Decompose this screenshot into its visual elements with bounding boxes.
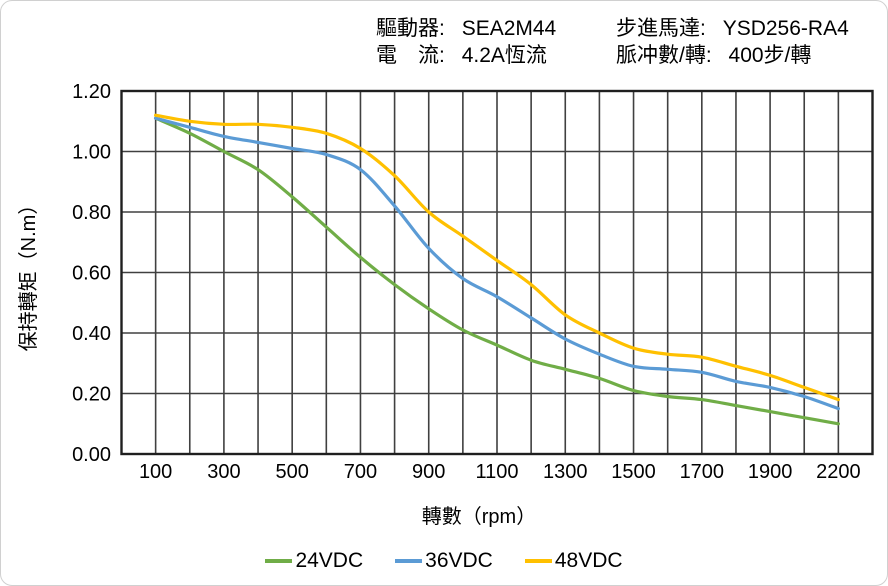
- legend-swatch-36vdc: [395, 559, 423, 563]
- x-tick-label: 300: [207, 461, 240, 483]
- x-tick-label: 1300: [543, 461, 588, 483]
- x-axis-title: 轉數（rpm）: [422, 505, 536, 528]
- x-tick-label: 100: [139, 461, 172, 483]
- x-axis-tick-labels: 100 300 500 700 900 1100 1300 1500 1700 1900 2200: [139, 461, 861, 483]
- legend-swatch-24vdc: [265, 559, 293, 563]
- y-tick-label: 0.00: [72, 444, 111, 466]
- header-current-value: 4.2A恆流: [461, 44, 547, 67]
- legend-label-48vdc: 48VDC: [554, 549, 623, 572]
- x-tick-label: 2200: [816, 461, 861, 483]
- header-motor-value: YSD256-RA4: [722, 17, 849, 40]
- x-tick-label: 500: [275, 461, 308, 483]
- y-axis-tick-labels: 1.20 1.00 0.80 0.60 0.40 0.20 0.00: [72, 81, 111, 466]
- x-tick-label: 1900: [748, 461, 793, 483]
- header-pulses-label: 脈冲數/轉:: [616, 44, 712, 67]
- y-tick-label: 0.40: [72, 323, 111, 345]
- legend-item-36vdc: 36VDC: [395, 549, 493, 573]
- gridlines: [120, 90, 874, 455]
- header-driver: 驅動器: SEA2M44: [376, 17, 556, 41]
- y-tick-label: 1.20: [72, 81, 111, 103]
- header-current: 電 流: 4.2A恆流: [376, 44, 547, 68]
- header-pulses-value: 400步/轉: [728, 44, 812, 67]
- x-tick-label: 900: [412, 461, 445, 483]
- header-current-label: 電 流:: [376, 44, 445, 67]
- x-tick-label: 1700: [680, 461, 725, 483]
- header-motor-label: 步進馬達:: [616, 17, 706, 40]
- legend-item-24vdc: 24VDC: [265, 549, 363, 573]
- series-line-48vdc: [154, 113, 840, 402]
- y-axis-title: 保持轉矩（N.m）: [17, 195, 40, 352]
- legend-swatch-48vdc: [524, 559, 552, 563]
- x-tick-label: 1100: [475, 461, 518, 483]
- legend-label-24vdc: 24VDC: [295, 549, 364, 572]
- header-motor: 步進馬達: YSD256-RA4: [616, 17, 849, 41]
- y-tick-label: 0.80: [72, 202, 111, 224]
- y-tick-label: 0.20: [72, 384, 111, 406]
- header-driver-value: SEA2M44: [461, 17, 557, 40]
- x-tick-label: 1500: [611, 461, 656, 483]
- x-tick-label: 700: [344, 461, 377, 483]
- header-pulses: 脈冲數/轉: 400步/轉: [616, 44, 811, 68]
- header-driver-label: 驅動器:: [376, 17, 445, 40]
- chart-legend: 24VDC 36VDC 48VDC: [1, 546, 887, 576]
- legend-item-48vdc: 48VDC: [524, 549, 623, 573]
- series-lines: [154, 113, 840, 426]
- y-tick-label: 1.00: [72, 142, 111, 164]
- plot-border: [120, 89, 874, 456]
- y-tick-label: 0.60: [72, 263, 111, 285]
- legend-label-36vdc: 36VDC: [425, 549, 493, 572]
- series-line-24vdc: [154, 116, 840, 426]
- series-line-36vdc: [154, 116, 840, 411]
